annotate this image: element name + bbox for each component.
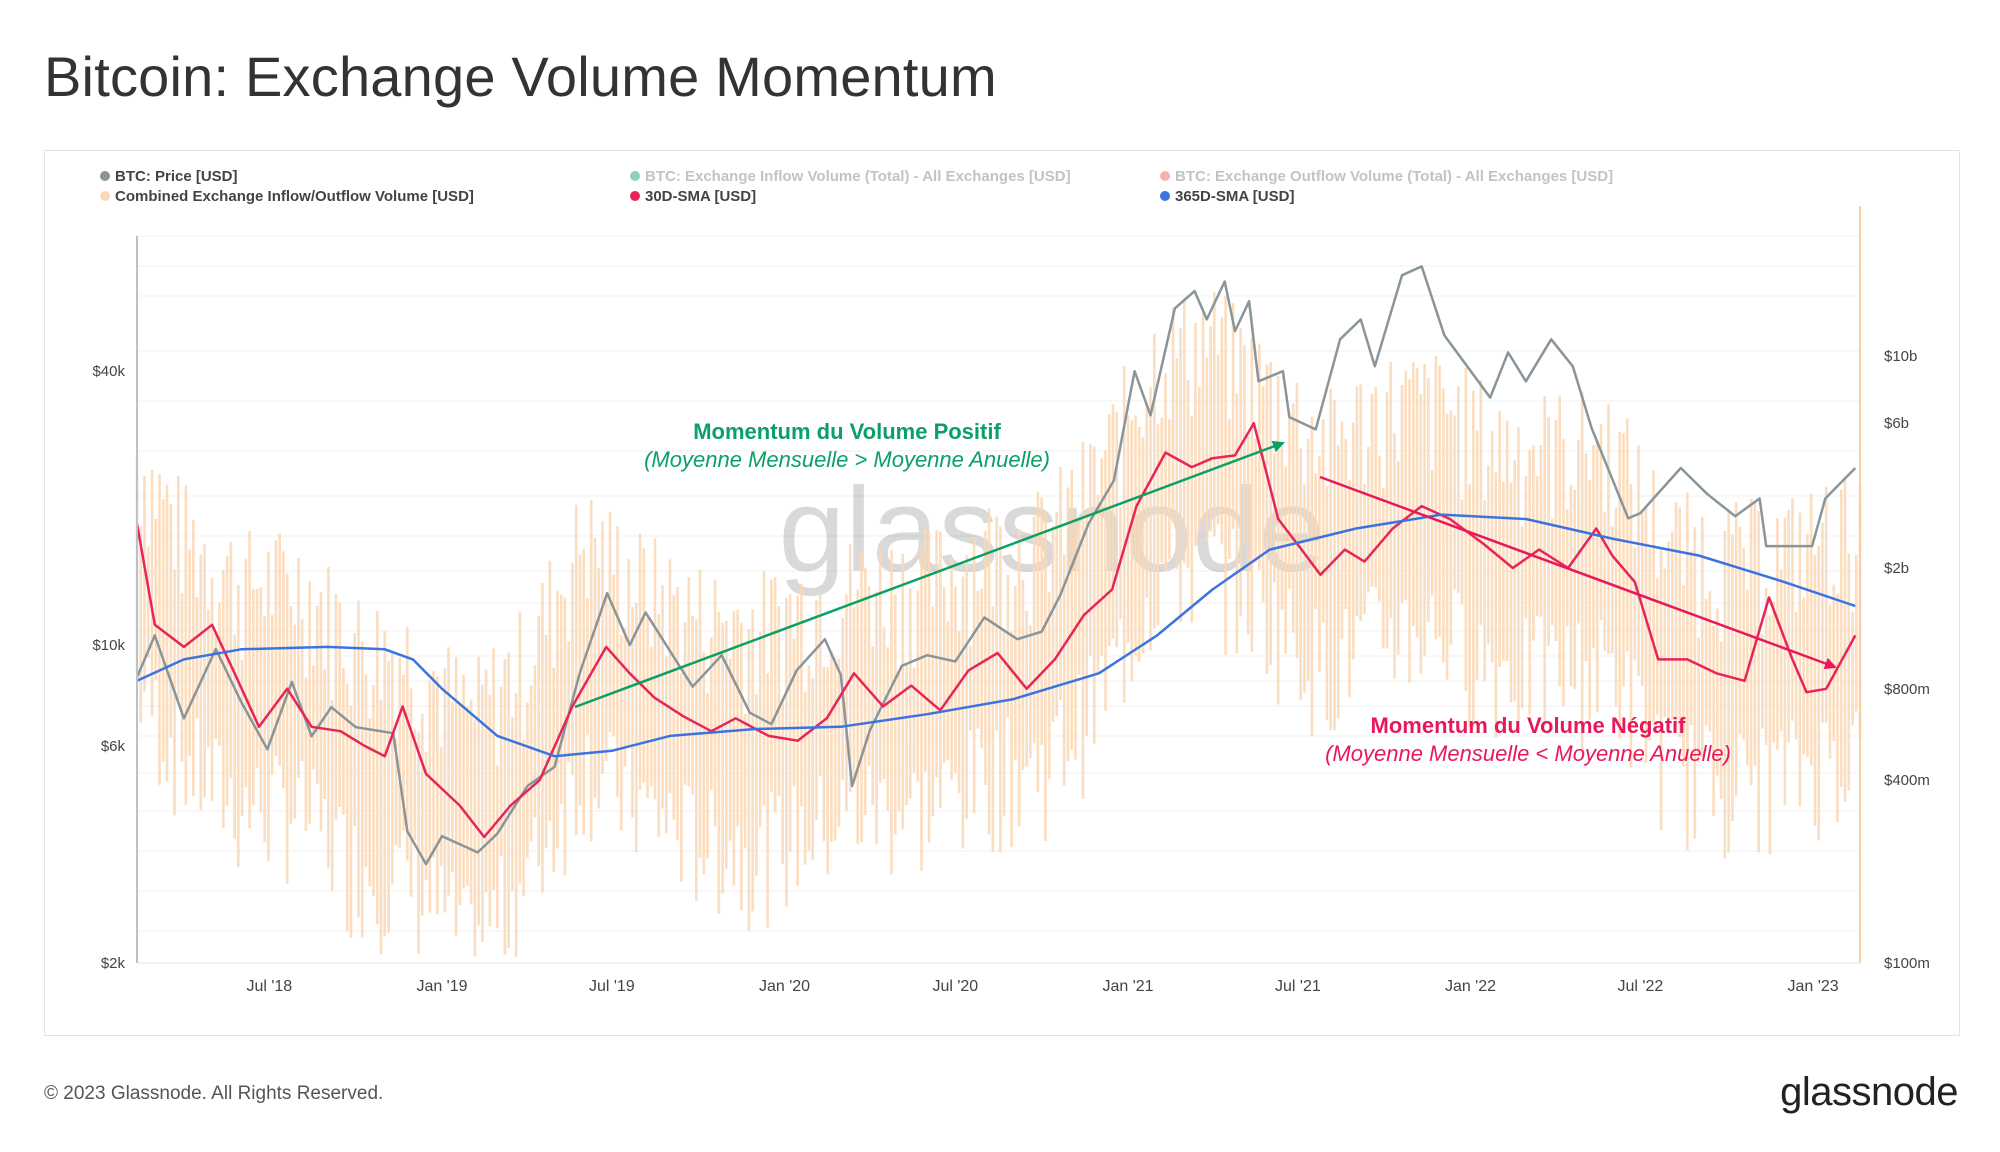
legend-item[interactable]: BTC: Exchange Inflow Volume (Total) - Al…: [630, 168, 1071, 185]
combined-volume-bars: [135, 291, 1862, 957]
positive-arrow: [574, 440, 1285, 709]
x-tick-label: Jan '22: [1445, 978, 1496, 995]
sma30-line: [135, 421, 1857, 839]
series-lines: [135, 265, 1857, 866]
legend-label: Combined Exchange Inflow/Outflow Volume …: [115, 188, 474, 205]
legend-swatch: [1160, 171, 1170, 181]
positive-annotation-subtitle: (Moyenne Mensuelle > Moyenne Anuelle): [644, 447, 1050, 472]
legend-label: BTC: Exchange Inflow Volume (Total) - Al…: [645, 168, 1071, 185]
legend-item[interactable]: BTC: Exchange Outflow Volume (Total) - A…: [1160, 168, 1613, 185]
y-right-tick-label: $6b: [1884, 415, 1909, 432]
legend-label: 30D-SMA [USD]: [645, 188, 756, 205]
y-right-tick-label: $400m: [1884, 772, 1930, 789]
legend-swatch: [100, 171, 110, 181]
gridlines: [137, 235, 1860, 932]
y-left-tick-label: $40k: [92, 363, 125, 380]
legend: BTC: Price [USD] BTC: Exchange Inflow Vol…: [100, 168, 1613, 205]
chart-panel: BTC: Price [USD] BTC: Exchange Inflow Vol…: [44, 150, 1960, 1036]
x-tick-label: Jul '22: [1618, 978, 1664, 995]
annotations: Momentum du Volume Positif (Moyenne Mensu…: [574, 419, 1837, 766]
axes: Jul '18 Jan '19 Jul '19 Jan '20 Jul '20 Jan '…: [92, 206, 1930, 995]
legend-swatch: [630, 171, 640, 181]
x-tick-label: Jul '19: [589, 978, 635, 995]
y-right-tick-label: $800m: [1884, 681, 1930, 698]
y-right-tick-label: $2b: [1884, 560, 1909, 577]
x-tick-label: Jul '20: [932, 978, 978, 995]
legend-item[interactable]: BTC: Price [USD]: [100, 168, 238, 185]
x-tick-label: Jan '19: [416, 978, 467, 995]
y-left-tick-label: $10k: [92, 637, 125, 654]
positive-annotation-title: Momentum du Volume Positif: [693, 419, 1001, 444]
legend-item[interactable]: 30D-SMA [USD]: [630, 188, 756, 205]
price-line: [135, 265, 1857, 866]
legend-label: 365D-SMA [USD]: [1175, 188, 1294, 205]
legend-swatch: [630, 191, 640, 201]
y-left-tick-label: $6k: [101, 738, 126, 755]
negative-annotation-title: Momentum du Volume Négatif: [1371, 713, 1687, 738]
x-tick-label: Jan '20: [759, 978, 810, 995]
x-tick-label: Jul '18: [246, 978, 292, 995]
legend-item[interactable]: 365D-SMA [USD]: [1160, 188, 1294, 205]
glassnode-logo: glassnode: [1780, 1070, 1958, 1114]
y-right-tick-label: $100m: [1884, 955, 1930, 972]
page-title: Bitcoin: Exchange Volume Momentum: [44, 45, 997, 108]
negative-annotation-subtitle: (Moyenne Mensuelle < Moyenne Anuelle): [1325, 741, 1731, 766]
legend-label: BTC: Price [USD]: [115, 168, 238, 185]
chart: BTC: Price [USD] BTC: Exchange Inflow Vol…: [92, 168, 1930, 995]
legend-swatch: [100, 191, 110, 201]
y-left-tick-label: $2k: [101, 955, 126, 972]
sma365-line: [136, 513, 1856, 758]
legend-item[interactable]: Combined Exchange Inflow/Outflow Volume …: [100, 188, 474, 205]
legend-label: BTC: Exchange Outflow Volume (Total) - A…: [1175, 168, 1613, 185]
negative-arrow: [1319, 475, 1837, 670]
legend-swatch: [1160, 191, 1170, 201]
x-tick-label: Jan '23: [1788, 978, 1839, 995]
y-right-tick-label: $10b: [1884, 348, 1917, 365]
copyright: © 2023 Glassnode. All Rights Reserved.: [44, 1083, 384, 1104]
x-tick-label: Jul '21: [1275, 978, 1321, 995]
x-tick-label: Jan '21: [1102, 978, 1153, 995]
